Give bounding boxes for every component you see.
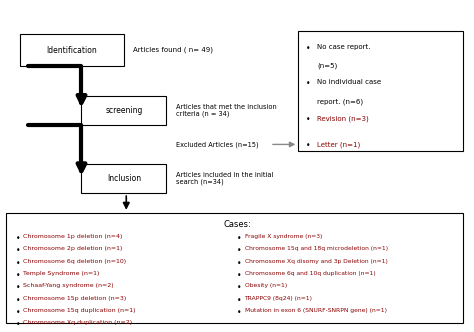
Text: •: • <box>305 43 310 53</box>
Text: •: • <box>305 79 310 88</box>
Text: •: • <box>16 295 20 304</box>
Text: •: • <box>16 234 20 243</box>
Text: •: • <box>16 259 20 268</box>
Text: Letter (n=1): Letter (n=1) <box>317 141 360 148</box>
Text: •: • <box>16 246 20 255</box>
Text: Articles included in the initial
search (n=34): Articles included in the initial search … <box>176 172 273 185</box>
Text: Schaaf-Yang syndrome (n=2): Schaaf-Yang syndrome (n=2) <box>23 283 114 288</box>
Text: No case report.: No case report. <box>317 43 371 50</box>
Text: •: • <box>16 308 20 317</box>
Text: (n=5): (n=5) <box>317 62 337 69</box>
Text: •: • <box>237 283 241 292</box>
Text: Chromosome 1p deletion (n=4): Chromosome 1p deletion (n=4) <box>23 234 122 239</box>
Text: Revision (n=3): Revision (n=3) <box>317 115 369 122</box>
Text: Chromosome 6q and 10q duplication (n=1): Chromosome 6q and 10q duplication (n=1) <box>245 271 375 276</box>
Text: Inclusion: Inclusion <box>107 174 141 183</box>
Text: Articles found ( n= 49): Articles found ( n= 49) <box>133 47 213 53</box>
Text: Chromosome 15q and 18q microdeletion (n=1): Chromosome 15q and 18q microdeletion (n=… <box>245 246 388 251</box>
Text: •: • <box>237 308 241 317</box>
FancyBboxPatch shape <box>6 213 463 323</box>
FancyBboxPatch shape <box>298 31 463 151</box>
Text: Excluded Articles (n=15): Excluded Articles (n=15) <box>176 141 258 148</box>
Text: •: • <box>305 141 310 150</box>
Text: •: • <box>237 259 241 268</box>
Text: •: • <box>237 234 241 243</box>
FancyBboxPatch shape <box>82 164 166 193</box>
Text: screening: screening <box>105 106 143 115</box>
Text: Chromosome 6q deletion (n=10): Chromosome 6q deletion (n=10) <box>23 259 126 264</box>
Text: Identification: Identification <box>47 46 98 55</box>
FancyBboxPatch shape <box>20 34 124 66</box>
Text: TRAPPC9 (8q24) (n=1): TRAPPC9 (8q24) (n=1) <box>245 295 312 300</box>
Text: Obesity (n=1): Obesity (n=1) <box>245 283 287 288</box>
Text: Chromosome Xq duplication (n=2): Chromosome Xq duplication (n=2) <box>23 320 132 325</box>
Text: Mutation in exon 6 (SNURF-SNRPN gene) (n=1): Mutation in exon 6 (SNURF-SNRPN gene) (n… <box>245 308 386 313</box>
Text: •: • <box>237 246 241 255</box>
FancyBboxPatch shape <box>82 96 166 125</box>
Text: No individual case: No individual case <box>317 79 381 85</box>
Text: Chromosome 15p deletion (n=3): Chromosome 15p deletion (n=3) <box>23 295 126 300</box>
Text: •: • <box>237 295 241 304</box>
Text: •: • <box>16 271 20 280</box>
Text: •: • <box>16 320 20 329</box>
Text: •: • <box>16 283 20 292</box>
Text: Chromosome 15q duplication (n=1): Chromosome 15q duplication (n=1) <box>23 308 136 313</box>
Text: Articles that met the inclusion
criteria (n = 34): Articles that met the inclusion criteria… <box>176 104 276 117</box>
Text: Chromosome 2p deletion (n=1): Chromosome 2p deletion (n=1) <box>23 246 122 251</box>
Text: Fragile X syndrome (n=3): Fragile X syndrome (n=3) <box>245 234 322 239</box>
Text: Cases:: Cases: <box>223 220 251 229</box>
Text: •: • <box>305 115 310 124</box>
Text: report. (n=6): report. (n=6) <box>317 98 363 105</box>
Text: Temple Syndrome (n=1): Temple Syndrome (n=1) <box>23 271 100 276</box>
Text: Chromosome Xq disomy and 3p Deletion (n=1): Chromosome Xq disomy and 3p Deletion (n=… <box>245 259 387 264</box>
Text: •: • <box>237 271 241 280</box>
